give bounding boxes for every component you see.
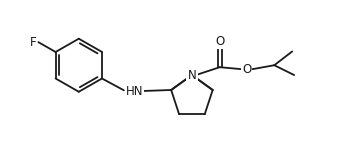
Text: O: O <box>242 63 251 76</box>
Text: HN: HN <box>126 85 143 98</box>
Text: F: F <box>30 36 37 49</box>
Text: N: N <box>187 68 196 82</box>
Text: O: O <box>215 35 224 48</box>
